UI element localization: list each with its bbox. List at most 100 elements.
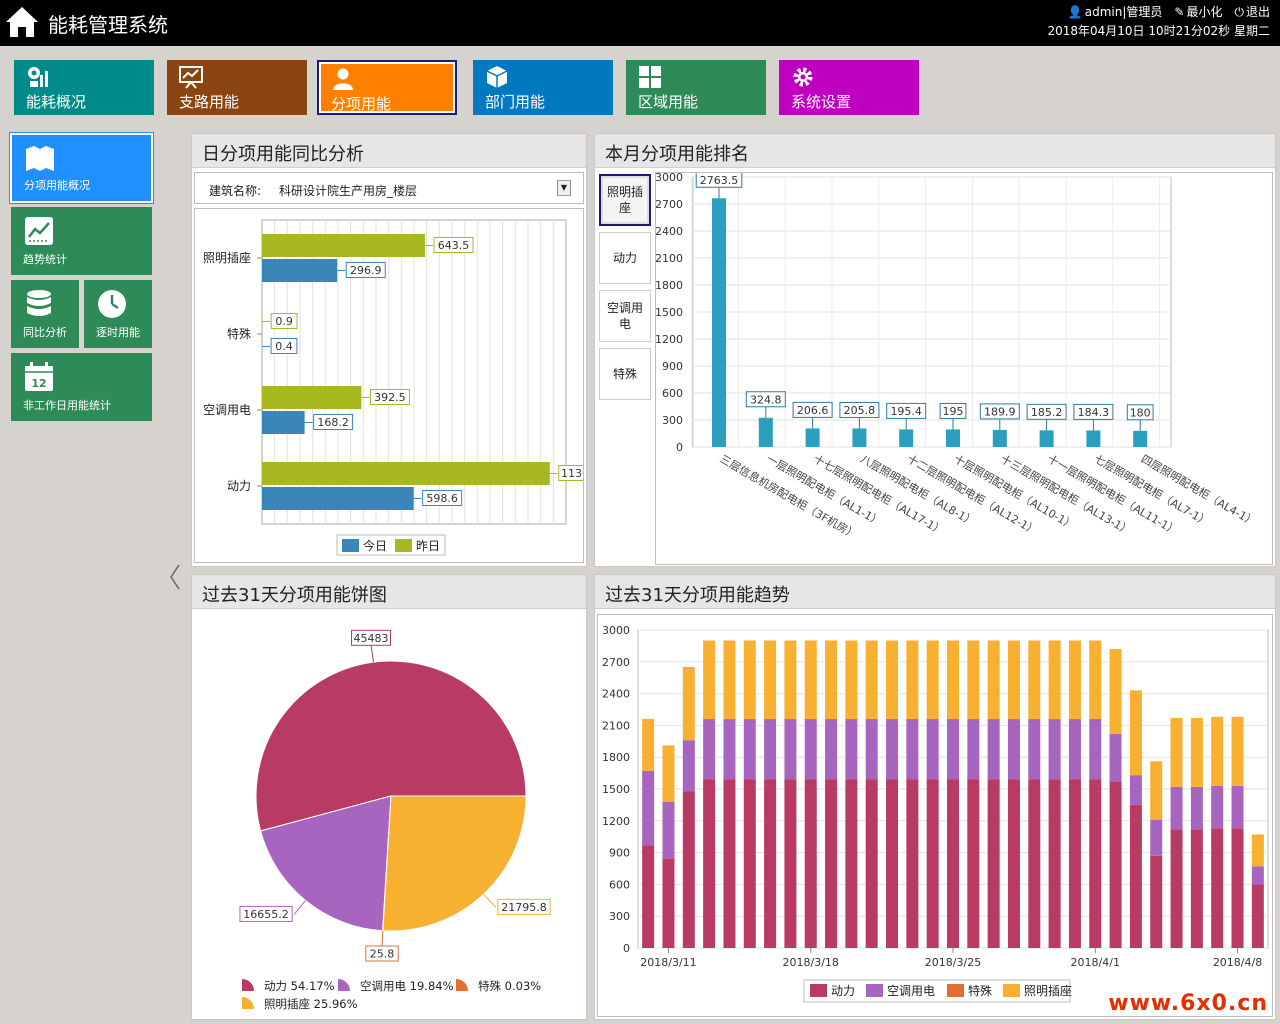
stack-segment <box>845 640 858 719</box>
legend-swatch <box>242 997 254 1009</box>
data-label-yesterday: 1136 <box>561 467 583 480</box>
user-icon: 👤 <box>1067 5 1083 19</box>
logout-button[interactable]: ⏻ 退出 <box>1234 3 1270 22</box>
tab-power[interactable]: 动力 <box>599 232 651 284</box>
pie-data-label-box <box>351 629 392 646</box>
y-tick-label: 1200 <box>602 815 630 828</box>
watermark: www.6x0.cn <box>1108 991 1268 1016</box>
stack-segment <box>967 779 980 948</box>
panel-title: 过去31天分项用能趋势 <box>595 575 1275 609</box>
datetime: 2018年04月10日 10时21分02秒 星期二 <box>1047 24 1270 38</box>
stack-segment <box>1190 786 1203 830</box>
side-item-yoy-analysis[interactable]: 同比分析 <box>11 280 79 348</box>
data-label-box <box>1026 403 1067 420</box>
building-select-value[interactable]: 科研设计院生产用房_楼层 <box>279 184 418 198</box>
y-tick-label: 900 <box>609 847 630 860</box>
data-label-box <box>792 401 833 418</box>
legend-box <box>336 534 446 556</box>
legend-swatch <box>456 979 468 991</box>
x-tick-label: 2018/4/8 <box>1213 956 1262 969</box>
nav-itemized-energy[interactable]: 分项用能 <box>317 60 457 115</box>
stack-segment <box>1068 640 1081 719</box>
bar <box>946 429 960 447</box>
y-tick-label: 600 <box>662 387 683 400</box>
nav-system-settings[interactable]: 系统设置 <box>779 60 919 115</box>
y-tick-label: 1500 <box>602 783 630 796</box>
stack-segment <box>743 719 756 780</box>
panel-title: 日分项用能同比分析 <box>192 134 586 168</box>
nav-department-energy[interactable]: 部门用能 <box>473 60 613 115</box>
bar <box>805 428 820 447</box>
side-item-hourly-energy[interactable]: 逐时用能 <box>84 280 152 348</box>
category-label: 照明插座 <box>203 250 251 265</box>
nav-area-energy[interactable]: 区域用能 <box>626 60 766 115</box>
stack-segment <box>906 640 919 719</box>
data-label-box <box>695 171 743 188</box>
legend-label-today: 今日 <box>363 538 387 553</box>
stack-segment <box>865 719 878 780</box>
stack-segment <box>642 845 655 948</box>
stack-segment <box>926 640 939 719</box>
y-tick-label: 2700 <box>656 198 683 211</box>
map-icon <box>26 146 54 171</box>
tab-special[interactable]: 特殊 <box>599 348 651 400</box>
stack-segment <box>784 640 797 719</box>
user-menu[interactable]: 👤 admin|管理员 <box>1068 3 1163 22</box>
collapse-sidebar-icon[interactable] <box>168 562 182 592</box>
dropdown-arrow-icon[interactable]: ▼ <box>557 180 571 196</box>
panel-31day-pie: 过去31天分项用能饼图 45483 16655.2 25.8 21795.8 动力 54… <box>191 574 587 1020</box>
data-label-today-box <box>313 414 354 430</box>
stack-segment <box>1251 866 1264 885</box>
nav-branch-energy[interactable]: 支路用能 <box>167 60 307 115</box>
stack-segment <box>804 779 817 948</box>
data-label: 195 <box>943 405 964 418</box>
stack-segment <box>947 640 959 719</box>
panel-daily-yoy: 日分项用能同比分析 建筑名称: 科研设计院生产用房_楼层 ▼ 照明插座 643.5… <box>191 133 592 567</box>
app-title: 能耗管理系统 <box>48 13 168 37</box>
data-label-today: 598.6 <box>426 492 458 505</box>
legend-label: 照明插座 <box>1024 983 1072 998</box>
data-label-box <box>1073 403 1114 420</box>
stack-segment <box>1170 717 1183 787</box>
stack-segment <box>1048 640 1061 719</box>
cube-icon <box>486 66 508 88</box>
label-leader <box>293 900 306 915</box>
y-tick-label: 2100 <box>602 719 630 732</box>
tab-aircon[interactable]: 空调用电 <box>599 290 651 342</box>
y-tick-label: 2100 <box>656 252 683 265</box>
data-label-today-box <box>345 262 386 278</box>
x-tick-label: 2018/3/18 <box>783 956 839 969</box>
stack-segment <box>825 719 838 780</box>
legend-label: 特殊 <box>968 983 992 998</box>
stack-segment <box>967 719 980 780</box>
minimize-button[interactable]: ✎ 最小化 <box>1174 3 1222 22</box>
nav-energy-overview[interactable]: 能耗概况 <box>14 60 154 115</box>
stack-segment <box>865 640 878 719</box>
stack-segment <box>703 640 716 719</box>
data-label-today-box <box>270 338 298 354</box>
legend-swatch <box>947 984 964 997</box>
home-icon[interactable] <box>4 5 40 39</box>
minimize-icon: ✎ <box>1174 5 1185 19</box>
stack-segment <box>886 640 899 719</box>
legend-label: 动力 <box>831 984 855 998</box>
stack-segment <box>865 779 878 948</box>
stack-segment <box>804 719 817 780</box>
data-label-box <box>745 391 786 408</box>
stack-segment <box>703 779 716 948</box>
data-label-box <box>839 401 880 418</box>
bar <box>992 429 1007 447</box>
stack-segment <box>1109 648 1122 734</box>
side-item-trend-statistics[interactable]: 趋势统计 <box>11 207 152 275</box>
side-item-nonworkday-statistics[interactable]: 12 非工作日用能统计 <box>11 353 152 421</box>
stack-segment <box>804 640 817 719</box>
database-icon <box>27 290 51 316</box>
bar-yesterday <box>262 386 362 409</box>
side-item-itemized-overview[interactable]: 分项用能概况 <box>9 132 154 204</box>
stack-segment <box>743 779 756 948</box>
pie-data-label: 45483 <box>354 632 389 645</box>
y-tick-label: 2400 <box>656 225 683 238</box>
building-label: 建筑名称: <box>209 184 262 198</box>
pie-slice <box>382 795 527 932</box>
tab-lighting[interactable]: 照明插座 <box>599 174 651 226</box>
